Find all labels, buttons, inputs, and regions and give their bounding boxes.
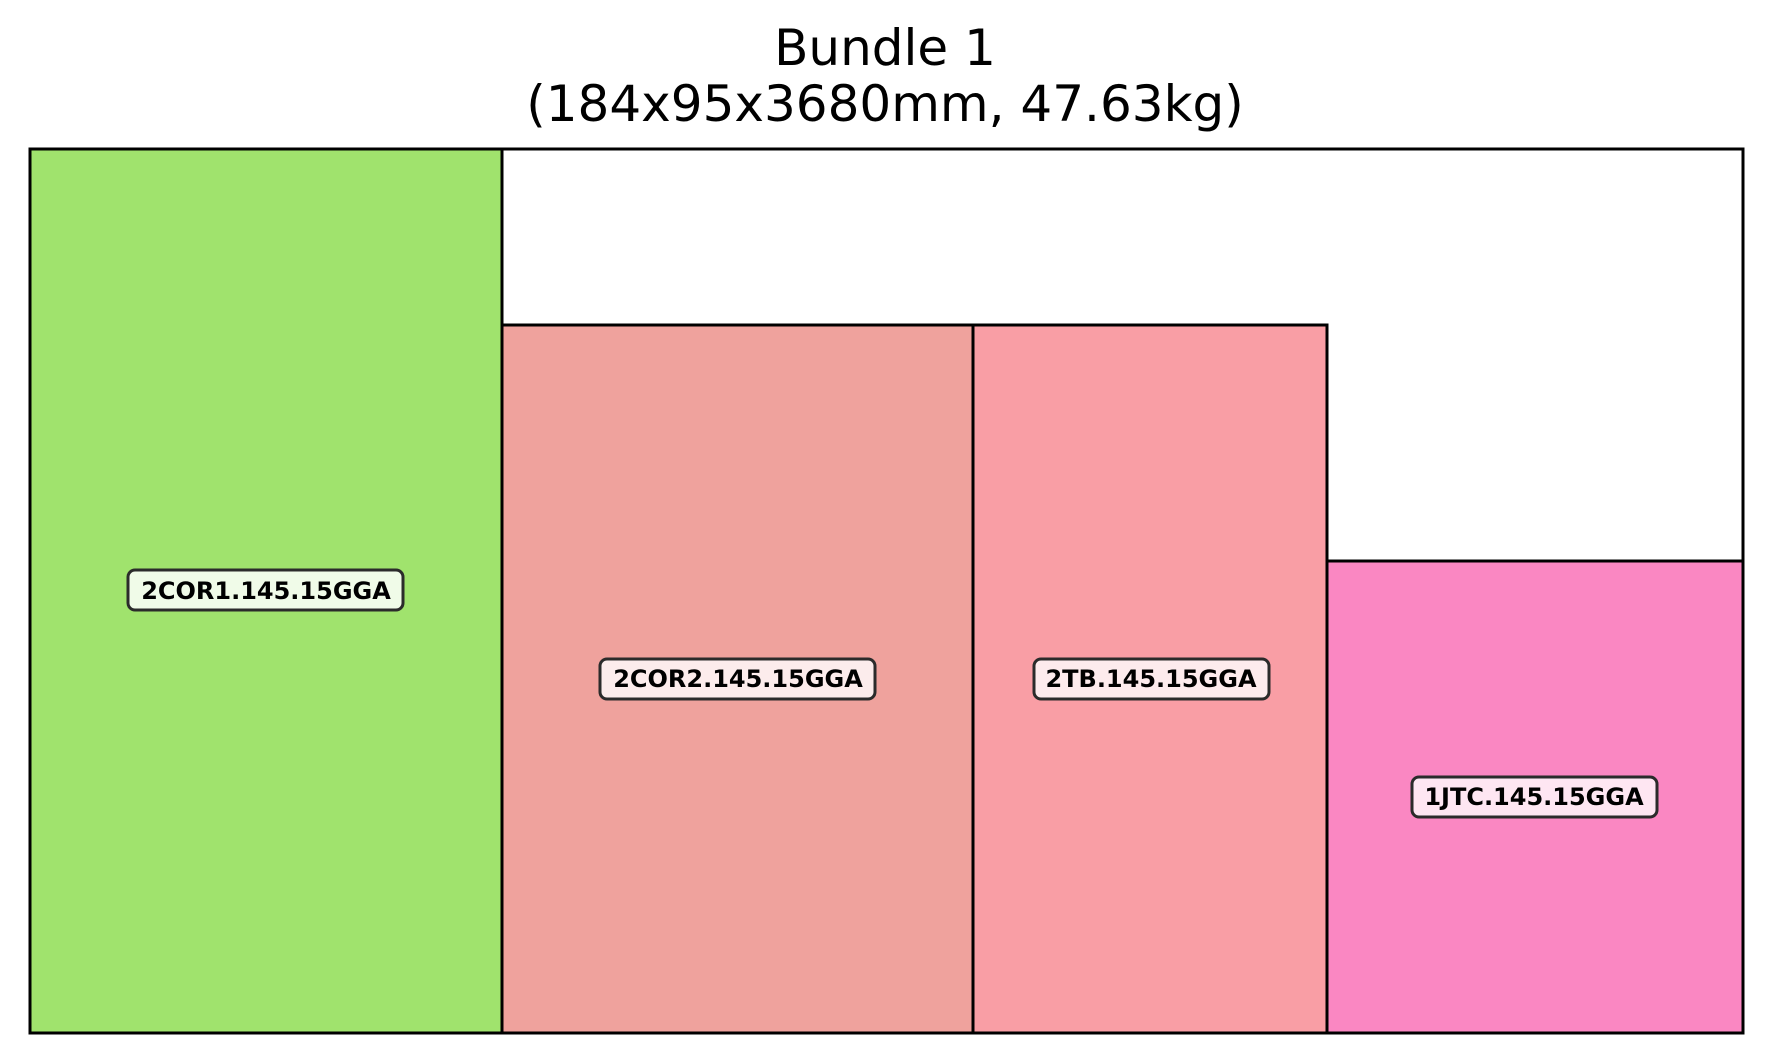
piece-label-box-4 [1410,775,1659,819]
piece-label-3: 2TB.145.15GGA [1045,665,1256,693]
title-line-1: Bundle 1 [774,19,996,77]
title-line-2: (184x95x3680mm, 47.63kg) [526,75,1244,133]
piece-1: 2COR1.145.15GGA [28,147,504,1035]
piece-label-1: 2COR1.145.15GGA [141,577,391,605]
piece-2: 2COR2.145.15GGA [500,323,975,1035]
piece-label-box-1 [126,568,405,612]
piece-label-box-2 [598,657,877,701]
piece-label-2: 2COR2.145.15GGA [613,665,863,693]
chart-title: Bundle 1 (184x95x3680mm, 47.63kg) [0,20,1770,132]
piece-label-4: 1JTC.145.15GGA [1424,783,1644,811]
piece-3: 2TB.145.15GGA [971,323,1329,1035]
piece-label-box-3 [1032,657,1271,701]
piece-4: 1JTC.145.15GGA [1325,559,1745,1035]
